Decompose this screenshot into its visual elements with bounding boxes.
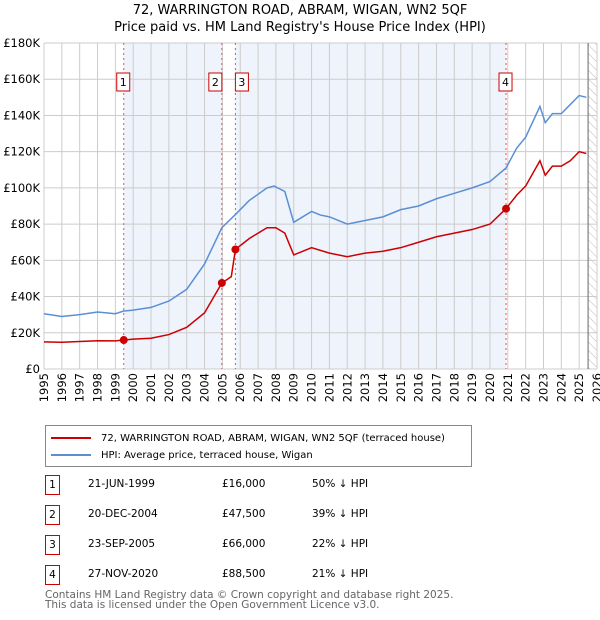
sale-label: 4	[502, 76, 509, 89]
x-tick-label: 1996	[55, 373, 69, 402]
sale-point	[231, 245, 240, 254]
sale-label: 3	[238, 76, 245, 89]
y-tick-label: £40K	[11, 290, 41, 304]
x-tick-label: 2010	[305, 373, 319, 402]
y-tick-label: £100K	[3, 181, 40, 195]
sale-label: 1	[120, 76, 127, 89]
x-tick-label: 2016	[412, 373, 426, 402]
y-tick-label: £0	[25, 362, 40, 376]
x-tick-label: 2018	[447, 373, 461, 402]
x-tick-label: 2013	[358, 373, 372, 402]
x-tick-label: 2025	[572, 373, 586, 402]
x-tick-label: 2000	[126, 373, 140, 402]
x-tick-label: 2017	[429, 373, 443, 402]
x-tick-label: 2002	[162, 373, 176, 402]
sale-date: 27-NOV-2020	[88, 568, 159, 580]
sale-row: 2 20-DEC-2004 £47,500 39% ↓ HPI	[45, 505, 485, 525]
sale-date: 23-SEP-2005	[88, 538, 156, 550]
chart-subtitle: Price paid vs. HM Land Registry's House …	[114, 20, 486, 35]
sale-number-badge: 1	[45, 475, 60, 495]
y-tick-label: £180K	[3, 36, 40, 50]
sale-hpi-diff: 39% ↓ HPI	[312, 508, 369, 520]
hpi-line	[43, 94, 587, 318]
plot-area: £0 £20K £40K £60K £80K £100K £120K £140K £160K £1…	[3, 36, 600, 402]
x-tick-label: 2009	[287, 373, 301, 402]
sale-label-box	[116, 72, 131, 92]
y-tick-label: £20K	[11, 326, 41, 340]
sale-label: 2	[212, 76, 219, 89]
x-tick-label: 2004	[198, 373, 212, 402]
y-tick-label: £60K	[11, 253, 41, 267]
shade-region	[235, 43, 507, 369]
legend-item-hpi: HPI: Average price, terraced house, Wiga…	[51, 448, 313, 462]
y-tick-label: £160K	[3, 72, 40, 86]
price-line	[43, 150, 587, 343]
sale-row: 4 27-NOV-2020 £88,500 21% ↓ HPI	[45, 565, 485, 585]
x-tick-label: 2015	[394, 373, 408, 402]
x-tick-label: 2024	[554, 373, 568, 402]
sale-hpi-diff: 50% ↓ HPI	[312, 478, 369, 490]
legend-item-price: 72, WARRINGTON ROAD, ABRAM, WIGAN, WN2 5…	[51, 431, 445, 445]
x-tick-label: 2012	[340, 373, 354, 402]
sale-label-box	[234, 72, 249, 92]
forecast-hatch	[588, 43, 597, 369]
sale-number-badge: 4	[45, 565, 60, 585]
sale-row: 3 23-SEP-2005 £66,000 22% ↓ HPI	[45, 535, 485, 555]
sale-price: £16,000	[222, 478, 266, 490]
x-tick-label: 2006	[233, 373, 247, 402]
x-tick-label: 2005	[215, 373, 229, 402]
sale-date: 21-JUN-1999	[88, 478, 155, 490]
x-tick-label: 2019	[465, 373, 479, 402]
sale-point	[119, 336, 128, 345]
x-tick-label: 2007	[251, 373, 265, 402]
x-tick-label: 1995	[37, 373, 51, 402]
sale-point	[217, 278, 226, 287]
x-tick-label: 2021	[501, 373, 515, 402]
x-tick-label: 2001	[144, 373, 158, 402]
sale-number-badge: 2	[45, 505, 60, 525]
x-tick-label: 1999	[108, 373, 122, 402]
x-tick-label: 2003	[180, 373, 194, 402]
sale-price: £88,500	[222, 568, 266, 580]
shade-region	[123, 43, 222, 369]
x-tick-label: 2023	[536, 373, 550, 402]
legend-swatch-hpi	[51, 454, 91, 456]
sale-hpi-diff: 22% ↓ HPI	[312, 538, 369, 550]
legend-swatch-price	[51, 437, 91, 439]
sale-row: 1 21-JUN-1999 £16,000 50% ↓ HPI	[45, 475, 485, 495]
x-tick-label: 2011	[322, 373, 336, 402]
sale-date: 20-DEC-2004	[88, 508, 158, 520]
y-tick-label: £120K	[3, 145, 40, 159]
sale-label-box	[208, 72, 223, 92]
x-tick-label: 2026	[590, 373, 600, 402]
sale-price: £66,000	[222, 538, 266, 550]
x-tick-label: 2020	[483, 373, 497, 402]
sale-number-badge: 3	[45, 535, 60, 555]
x-tick-label: 2008	[269, 373, 283, 402]
sale-point	[502, 204, 511, 213]
chart-title: 72, WARRINGTON ROAD, ABRAM, WIGAN, WN2 5…	[132, 3, 468, 18]
sale-price: £47,500	[222, 508, 266, 520]
sale-hpi-diff: 21% ↓ HPI	[312, 568, 369, 580]
x-tick-label: 1997	[73, 373, 87, 402]
x-tick-label: 2022	[519, 373, 533, 402]
y-tick-label: £80K	[11, 217, 41, 231]
x-tick-label: 1998	[91, 373, 105, 402]
y-tick-label: £140K	[3, 108, 40, 122]
x-tick-label: 2014	[376, 373, 390, 402]
sale-label-box	[498, 72, 513, 92]
legend: 72, WARRINGTON ROAD, ABRAM, WIGAN, WN2 5…	[45, 425, 472, 467]
footer: Contains HM Land Registry data © Crown c…	[45, 589, 454, 611]
